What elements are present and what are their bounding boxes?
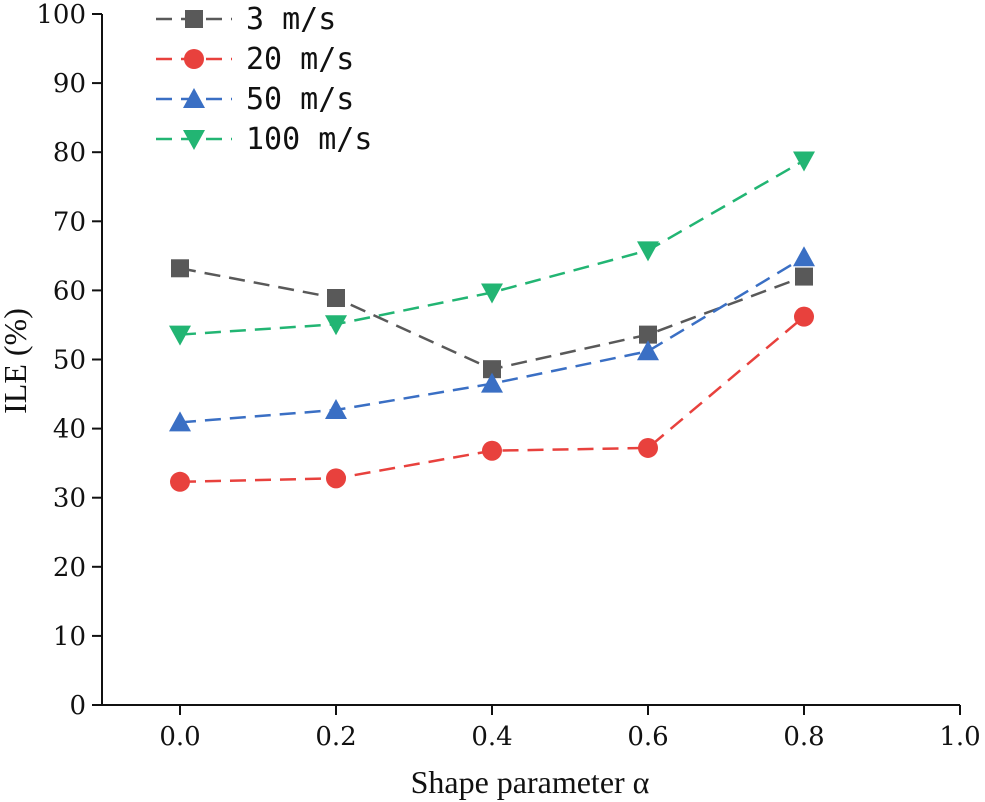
x-tick-label: 0.6 (627, 722, 668, 752)
x-axis-title: Shape parameter α (411, 764, 650, 800)
axes (101, 14, 960, 706)
series-line (179, 159, 805, 336)
y-tick-label: 10 (53, 622, 86, 652)
data-point (169, 325, 191, 346)
legend-item: 50 m/s (156, 82, 354, 117)
data-point (639, 325, 657, 344)
series-line (179, 267, 805, 371)
y-axis-title: ILE (%) (0, 308, 33, 414)
y-ticks: 0 10 20 30 40 50 60 70 80 90 100 (36, 0, 102, 721)
y-tick-label: 30 (53, 484, 86, 514)
legend-item: 100 m/s (156, 122, 372, 157)
y-tick-label: 100 (36, 0, 86, 30)
data-point (325, 315, 347, 336)
data-point (638, 437, 658, 458)
data-point (637, 340, 659, 361)
data-point (482, 440, 502, 461)
series-layer (169, 151, 815, 492)
y-tick-label: 60 (53, 276, 86, 306)
x-tick-label: 0.0 (159, 722, 200, 752)
x-tick-label: 0.8 (783, 722, 824, 752)
y-tick-label: 20 (53, 553, 86, 583)
data-point (481, 372, 503, 393)
data-point (170, 471, 190, 492)
y-tick-label: 0 (69, 691, 86, 721)
y-tick-label: 70 (53, 207, 86, 237)
data-point (169, 411, 191, 432)
data-point (795, 267, 813, 286)
data-point (637, 241, 659, 262)
series-line (179, 256, 805, 424)
data-point (481, 283, 503, 304)
series-0 (171, 259, 813, 379)
series-2 (169, 246, 815, 432)
data-point (483, 360, 501, 379)
legend-label: 50 m/s (246, 82, 354, 117)
x-tick-label: 0.4 (471, 722, 512, 752)
legend-label: 3 m/s (246, 2, 336, 37)
y-tick-label: 40 (53, 415, 86, 445)
legend-marker (185, 10, 203, 28)
legend-marker (184, 49, 204, 69)
x-tick-label: 1.0 (939, 722, 980, 752)
data-point (171, 259, 189, 278)
y-tick-label: 80 (53, 138, 86, 168)
data-point (794, 306, 814, 327)
legend: 3 m/s 20 m/s 50 m/s 100 m/s (156, 2, 372, 157)
data-point (793, 246, 815, 267)
series-1 (170, 306, 814, 492)
legend-item: 3 m/s (156, 2, 336, 37)
data-point (326, 468, 346, 489)
legend-item: 20 m/s (156, 42, 354, 77)
x-ticks: 0.0 0.2 0.4 0.6 0.8 1.0 (159, 705, 981, 752)
data-point (327, 289, 345, 308)
legend-label: 100 m/s (246, 122, 372, 157)
series-3 (169, 151, 815, 346)
y-tick-label: 50 (53, 346, 86, 376)
data-point (793, 151, 815, 172)
data-point (325, 398, 347, 419)
legend-marker (183, 130, 205, 150)
y-tick-label: 90 (53, 69, 86, 99)
legend-marker (183, 88, 205, 108)
legend-label: 20 m/s (246, 42, 354, 77)
x-tick-label: 0.2 (315, 722, 356, 752)
